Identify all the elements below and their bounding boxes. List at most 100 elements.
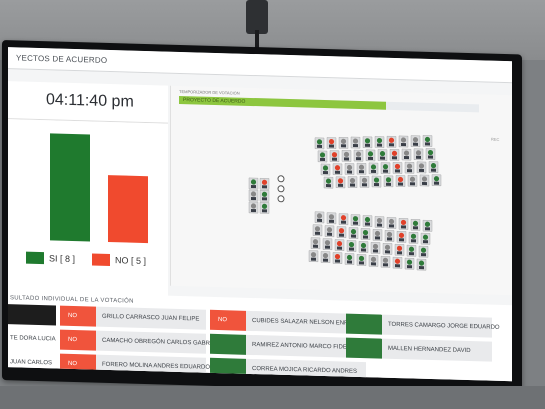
vote-cell — [210, 333, 246, 355]
seat — [396, 231, 407, 243]
legend-no: NO [ 5 ] — [92, 253, 147, 268]
seat — [419, 174, 430, 187]
seat — [394, 243, 405, 256]
legend-no-label: NO [ 5 ] — [115, 255, 147, 267]
seat — [392, 256, 403, 269]
seat — [310, 237, 321, 250]
seat — [371, 175, 382, 188]
vote-chart: SI [ 8 ] NO [ 5 ] — [8, 119, 168, 299]
seat — [431, 174, 442, 187]
seat — [404, 161, 415, 174]
seat — [382, 243, 393, 255]
seat — [359, 175, 370, 188]
seat — [425, 148, 436, 160]
seat — [389, 149, 400, 161]
seat — [332, 252, 343, 264]
seat — [362, 136, 373, 149]
floor — [0, 386, 545, 409]
seat — [380, 162, 391, 175]
seat — [398, 135, 409, 148]
seat — [259, 190, 270, 202]
legend-si-label: SI [ 8 ] — [49, 253, 76, 265]
legislator-name: JUAN CARLOS — [10, 359, 53, 367]
seat — [344, 163, 355, 175]
vote-cell — [8, 304, 56, 326]
vote-cell: NO — [210, 309, 246, 331]
voting-screen: YECTOS DE ACUERDO 04:11:40 pm SI [ 8 ] N… — [8, 47, 512, 382]
seat — [406, 244, 417, 257]
seat — [383, 175, 394, 188]
seat — [372, 229, 383, 241]
seat — [362, 215, 373, 227]
seat — [317, 150, 328, 163]
seat — [395, 175, 406, 187]
seat — [422, 135, 433, 147]
tv-frame: YECTOS DE ACUERDO 04:11:40 pm SI [ 8 ] N… — [2, 40, 522, 395]
seat — [416, 258, 427, 271]
seat — [338, 137, 349, 149]
timer-progress-text: PROYECTO DE ACUERDO — [183, 97, 246, 105]
legend-no-swatch — [92, 253, 110, 267]
seat — [248, 177, 259, 190]
legislator-name: TE DORA LUCIA — [10, 335, 56, 343]
title-bar: YECTOS DE ACUERDO — [8, 47, 512, 84]
seat — [410, 219, 421, 231]
seat — [413, 148, 424, 161]
seat — [332, 163, 343, 176]
seat — [348, 227, 359, 239]
seat — [392, 162, 403, 174]
seat — [356, 254, 367, 266]
seat — [308, 250, 319, 263]
seat — [374, 216, 385, 228]
seat — [314, 137, 325, 150]
seat — [386, 135, 397, 148]
seat — [248, 189, 259, 202]
seat — [324, 225, 335, 238]
results-title: SULTADO INDIVIDUAL DE LA VOTACIÓN — [10, 295, 134, 305]
vote-cell: NO — [60, 305, 96, 327]
seat — [401, 148, 412, 161]
seat — [335, 176, 346, 189]
seat — [341, 150, 352, 162]
seat — [329, 150, 340, 163]
seat-marker — [277, 195, 285, 203]
seat — [346, 240, 357, 252]
seat — [350, 214, 361, 227]
seat — [314, 211, 325, 224]
timer-progress-fill: PROYECTO DE ACUERDO — [179, 95, 386, 110]
timer-label: TEMPORIZADOR DE VOTACIÓN — [179, 88, 240, 96]
seat — [368, 162, 379, 175]
vote-cell — [346, 313, 382, 335]
seat-map — [248, 135, 442, 271]
page-title: YECTOS DE ACUERDO — [16, 53, 108, 65]
legend-si-swatch — [26, 251, 44, 265]
chart-legend: SI [ 8 ] NO [ 5 ] — [8, 247, 168, 273]
cable — [255, 30, 259, 52]
seat — [312, 224, 323, 237]
seat — [347, 176, 358, 188]
seat — [377, 149, 388, 161]
seat — [344, 253, 355, 265]
seat — [398, 218, 409, 230]
seat — [336, 226, 347, 239]
vote-cell — [210, 357, 246, 379]
seat — [370, 242, 381, 254]
seat — [350, 136, 361, 149]
seat — [356, 162, 367, 175]
seat — [422, 219, 433, 232]
seat — [368, 255, 379, 267]
seat — [380, 255, 391, 268]
seat — [320, 251, 331, 263]
clock-panel: 04:11:40 pm — [8, 81, 168, 124]
vote-cell: NO — [60, 353, 96, 375]
seat — [326, 212, 337, 225]
seat — [420, 232, 431, 245]
seat — [259, 202, 270, 214]
seat — [410, 135, 421, 148]
seat — [320, 163, 331, 176]
timer-progress: PROYECTO DE ACUERDO — [179, 95, 479, 113]
hemicycle-panel: TEMPORIZADOR DE VOTACIÓN PROYECTO DE ACU… — [170, 85, 512, 296]
seat-marker — [277, 185, 285, 193]
vote-cell: NO — [60, 329, 96, 351]
seat — [428, 161, 439, 173]
